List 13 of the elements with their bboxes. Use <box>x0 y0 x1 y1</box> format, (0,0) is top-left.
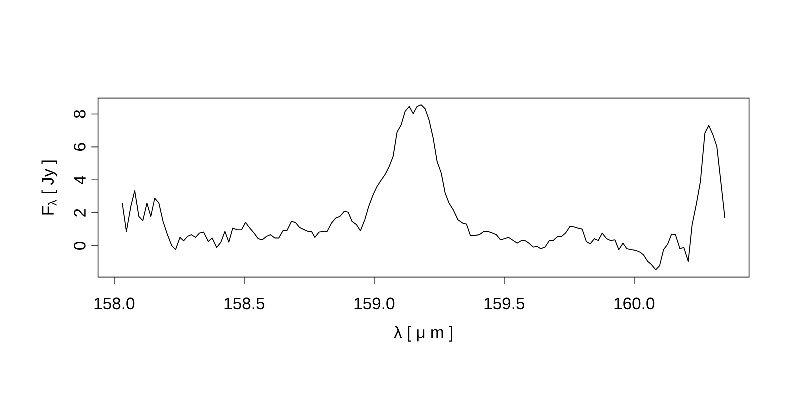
x-tick-label: 158.0 <box>94 298 135 310</box>
line-series <box>122 104 726 271</box>
y-tick-label: 6 <box>74 143 86 152</box>
y-tick-label: 8 <box>74 110 86 118</box>
x-tick-label: 159.5 <box>484 298 525 310</box>
x-axis-title: λ [ μ m ] <box>394 326 452 342</box>
y-tick-label: 0 <box>74 242 86 250</box>
x-tick-label: 159.0 <box>354 298 395 310</box>
x-tick-label: 160.0 <box>614 298 655 310</box>
y-tick-label: 2 <box>74 209 86 217</box>
y-tick-label: 4 <box>74 176 86 184</box>
y-axis-title: F$_{λ}$ [ Jy ] <box>42 160 58 215</box>
x-tick-label: 158.5 <box>224 298 265 310</box>
